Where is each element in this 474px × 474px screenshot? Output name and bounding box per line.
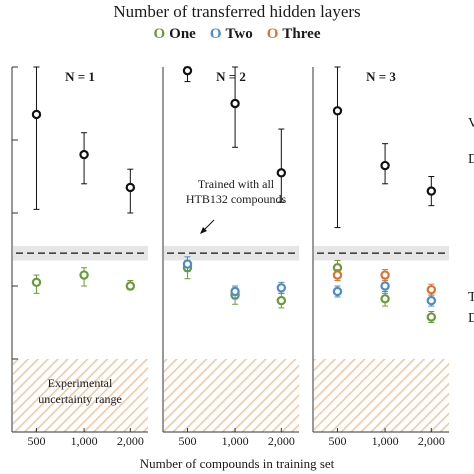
- reference-band: [164, 245, 299, 261]
- data-point: [426, 312, 437, 322]
- annotation-line-1: Trained with all: [198, 177, 275, 191]
- legend-entry-one: One: [169, 26, 196, 42]
- panel-title: N = 2: [216, 69, 246, 84]
- data-point: [276, 283, 287, 293]
- data-point: [426, 295, 437, 306]
- x-tick-label: 500: [27, 434, 45, 448]
- x-tick-label: 2,000: [268, 434, 295, 448]
- right-edge-label: D: [468, 311, 474, 326]
- data-point: [426, 284, 437, 295]
- right-edge-label: V: [468, 116, 474, 131]
- x-axis-label: Number of compounds in training set: [140, 456, 335, 471]
- x-tick-label: 1,000: [372, 434, 399, 448]
- uncertainty-region: [13, 359, 148, 432]
- legend-entry-two: Two: [226, 26, 253, 42]
- panel-2: N = 2 500 1,000 2,000: [162, 65, 299, 448]
- panel-1: N = 1 500 1,000 2,000: [11, 66, 148, 448]
- data-point: [332, 270, 343, 280]
- data-point: [182, 259, 193, 269]
- legend-marker-one: O: [154, 26, 166, 42]
- reference-line-annotation: Trained with all HTB132 compounds: [186, 177, 287, 206]
- data-point: [182, 65, 193, 76]
- panel-title: N = 1: [65, 69, 95, 84]
- uncertainty-region: [164, 359, 299, 432]
- data-point: [31, 277, 42, 288]
- data-point: [332, 106, 343, 116]
- reference-band: [314, 245, 449, 261]
- data-point: [230, 98, 240, 109]
- data-point: [125, 281, 136, 291]
- uncertainty-region: [314, 359, 449, 432]
- data-point: [79, 149, 89, 160]
- legend-entry-three: Three: [282, 26, 320, 42]
- data-point: [380, 294, 390, 304]
- annotation-line-2: HTB132 compounds: [186, 192, 287, 206]
- data-point: [125, 182, 136, 193]
- data-point: [380, 281, 390, 291]
- data-point: [380, 160, 390, 171]
- data-point: [276, 295, 287, 306]
- x-tick-label: 500: [178, 434, 196, 448]
- reference-band: [13, 245, 148, 261]
- data-point: [79, 270, 89, 280]
- right-edge-label: D: [468, 152, 474, 167]
- x-tick-label: 2,000: [117, 434, 144, 448]
- uncertainty-label: Experimental uncertainty range: [38, 376, 122, 406]
- x-tick-label: 500: [328, 434, 346, 448]
- uncertainty-label-line-1: Experimental: [48, 376, 113, 390]
- annotation-arrow-head: [200, 227, 207, 234]
- x-tick-label: 1,000: [222, 434, 249, 448]
- x-tick-label: 2,000: [418, 434, 445, 448]
- chart-title: Number of transferred hidden layers: [113, 2, 360, 21]
- panel-title: N = 3: [366, 69, 396, 84]
- data-point: [380, 270, 390, 280]
- data-point: [332, 286, 343, 297]
- data-point: [426, 186, 437, 196]
- panel-3: N = 3 500 1,000 2,000: [312, 66, 449, 448]
- data-point: [230, 286, 240, 297]
- right-edge-label: T: [468, 290, 474, 305]
- data-point: [276, 168, 287, 178]
- legend-marker-three: O: [267, 26, 279, 42]
- data-point: [31, 109, 42, 120]
- legend-marker-two: O: [210, 26, 222, 42]
- x-tick-label: 1,000: [71, 434, 98, 448]
- legend: O One O Two O Three: [154, 26, 321, 42]
- uncertainty-label-line-2: uncertainty range: [38, 392, 122, 406]
